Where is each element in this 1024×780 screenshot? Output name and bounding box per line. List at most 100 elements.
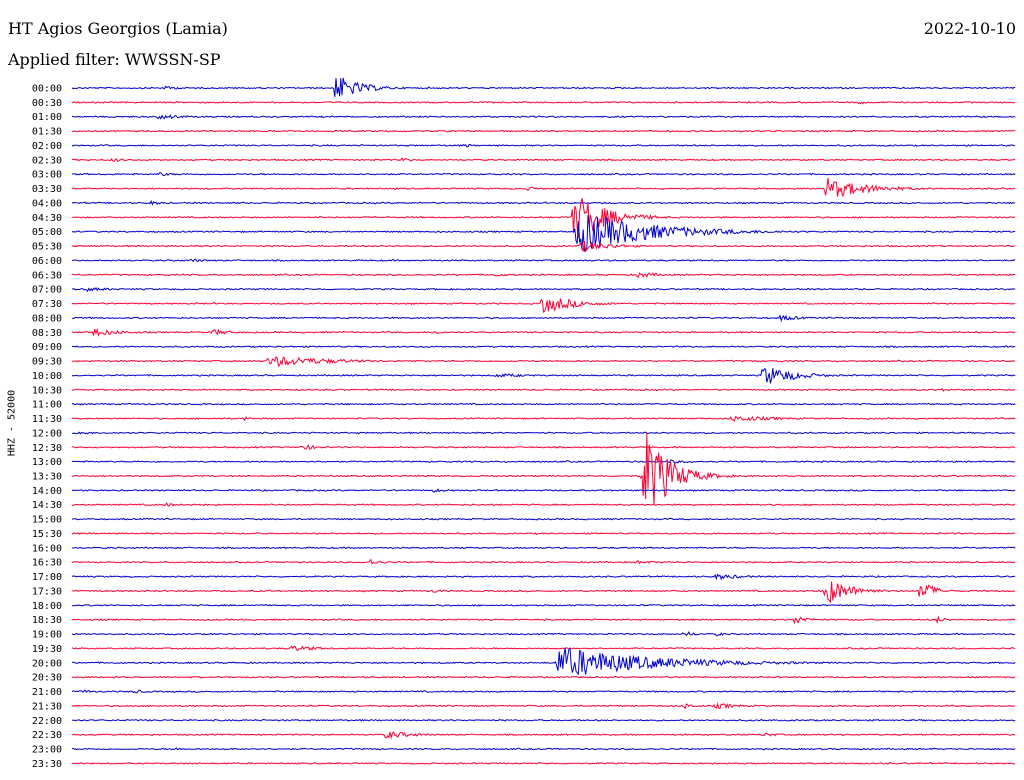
row-time-label: 17:30 (32, 586, 62, 597)
row-time-label: 01:30 (32, 127, 62, 138)
row-time-label: 05:30 (32, 242, 62, 253)
seismic-trace-1830 (71, 615, 1016, 625)
row-time-label: 02:00 (32, 141, 62, 152)
row-time-label: 22:30 (32, 730, 62, 741)
seismic-trace-2300 (72, 747, 1016, 751)
seismic-trace-0900 (71, 345, 1016, 349)
row-time-label: 01:00 (32, 112, 62, 123)
row-time-label: 03:00 (32, 170, 62, 181)
seismic-trace-0130 (71, 129, 1016, 133)
row-time-label: 22:00 (32, 716, 62, 727)
row-time-label: 04:30 (32, 213, 62, 224)
seismic-trace-0330 (71, 177, 1016, 197)
row-time-label: 23:00 (32, 745, 62, 756)
row-time-label: 14:00 (32, 486, 62, 497)
seismic-trace-1730 (71, 581, 1016, 604)
seismic-trace-2100 (71, 689, 1016, 694)
seismic-trace-0030 (71, 100, 1016, 105)
seismic-trace-1130 (71, 415, 1016, 423)
row-time-label: 08:30 (32, 328, 62, 339)
row-time-label: 21:30 (32, 701, 62, 712)
seismic-trace-1300 (71, 459, 1016, 464)
row-time-label: 14:30 (32, 500, 62, 511)
row-time-label: 10:00 (32, 371, 62, 382)
seismic-trace-0500 (71, 215, 1016, 252)
row-time-label: 19:30 (32, 644, 62, 655)
row-time-label: 15:00 (32, 515, 62, 526)
seismic-trace-0830 (71, 327, 1016, 337)
seismic-trace-2200 (71, 718, 1016, 722)
seismic-trace-1530 (71, 532, 1016, 535)
row-time-label: 07:30 (32, 299, 62, 310)
row-time-label: 20:30 (32, 673, 62, 684)
row-time-label: 12:00 (32, 428, 62, 439)
row-time-label: 02:30 (32, 155, 62, 166)
row-time-label: 11:30 (32, 414, 62, 425)
row-time-label: 15:30 (32, 529, 62, 540)
row-time-label: 04:00 (32, 198, 62, 209)
row-time-label: 21:00 (32, 687, 62, 698)
row-time-label: 11:00 (32, 400, 62, 411)
row-time-label: 09:30 (32, 357, 62, 368)
row-time-label: 06:00 (32, 256, 62, 267)
row-time-label: 17:00 (32, 572, 62, 583)
seismic-trace-2330 (71, 761, 1016, 765)
seismic-trace-1600 (71, 546, 1016, 550)
seismic-trace-0800 (71, 314, 1016, 323)
seismic-trace-0530 (71, 241, 1016, 253)
seismic-trace-1200 (71, 431, 1016, 435)
seismic-trace-1430 (71, 502, 1016, 507)
row-time-label: 13:30 (32, 471, 62, 482)
row-time-label: 19:00 (32, 630, 62, 641)
seismic-trace-1900 (71, 631, 1016, 637)
row-time-label: 16:30 (32, 558, 62, 569)
row-time-label: 20:00 (32, 658, 62, 669)
seismic-trace-0200 (71, 143, 1016, 148)
seismic-trace-2030 (71, 675, 1016, 679)
seismic-trace-0600 (71, 258, 1016, 263)
seismic-trace-0400 (71, 199, 1016, 206)
station-title: HT Agios Georgios (Lamia) (8, 19, 228, 38)
seismic-trace-0430 (71, 198, 1016, 238)
seismic-trace-0100 (71, 114, 1016, 120)
seismic-trace-1000 (71, 368, 1016, 384)
seismic-trace-1930 (71, 645, 1016, 652)
seismic-trace-0700 (71, 286, 1016, 292)
row-time-label: 08:00 (32, 313, 62, 324)
row-time-label: 09:00 (32, 342, 62, 353)
filter-label: Applied filter: WWSSN-SP (8, 50, 221, 69)
seismic-trace-0930 (71, 356, 1016, 367)
seismic-trace-1230 (71, 444, 1016, 450)
seismic-trace-0630 (71, 272, 1016, 279)
row-time-label: 00:30 (32, 98, 62, 109)
seismic-trace-0300 (71, 172, 1016, 177)
record-date: 2022-10-10 (923, 19, 1016, 38)
row-time-label: 03:30 (32, 184, 62, 195)
seismic-trace-1330 (72, 433, 1016, 505)
seismic-trace-0730 (71, 298, 1016, 314)
seismic-trace-1500 (72, 517, 1016, 521)
seismic-trace-2000 (71, 646, 1016, 676)
seismic-trace-1030 (71, 388, 1016, 392)
seismic-trace-1630 (71, 558, 1016, 565)
row-time-label: 23:30 (32, 759, 62, 770)
seismic-trace-0000 (71, 77, 1016, 97)
seismic-trace-0230 (71, 157, 1016, 162)
row-time-label: 12:30 (32, 443, 62, 454)
seismic-trace-1700 (71, 573, 1016, 581)
seismic-trace-2130 (71, 702, 1016, 710)
row-time-label: 16:00 (32, 543, 62, 554)
row-time-label: 10:30 (32, 385, 62, 396)
seismic-trace-1400 (71, 488, 1016, 493)
row-time-label: 06:30 (32, 270, 62, 281)
row-time-label: 00:00 (32, 84, 62, 95)
seismic-trace-1100 (71, 402, 1016, 406)
row-time-label: 07:00 (32, 285, 62, 296)
row-time-label: 18:00 (32, 601, 62, 612)
row-time-label: 13:00 (32, 457, 62, 468)
row-time-label: 18:30 (32, 615, 62, 626)
seismic-trace-2230 (72, 731, 1016, 740)
seismic-trace-1800 (71, 603, 1016, 607)
